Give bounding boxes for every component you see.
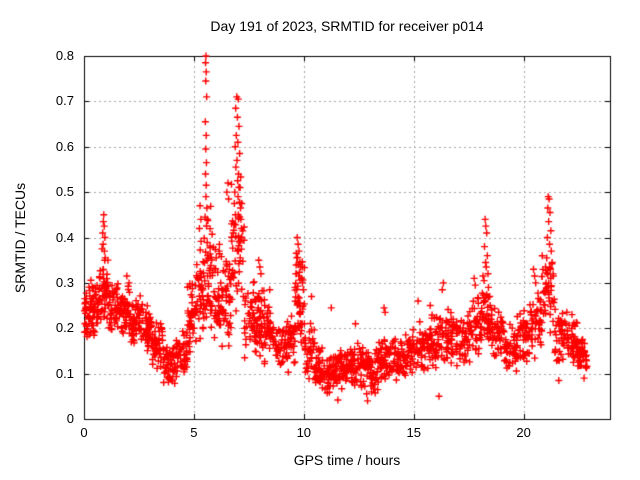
chart-title: Day 191 of 2023, SRMTID for receiver p01… bbox=[210, 18, 484, 34]
y-axis-label: SRMTID / TECUs bbox=[12, 182, 28, 294]
x-axis-label: GPS time / hours bbox=[293, 452, 401, 468]
